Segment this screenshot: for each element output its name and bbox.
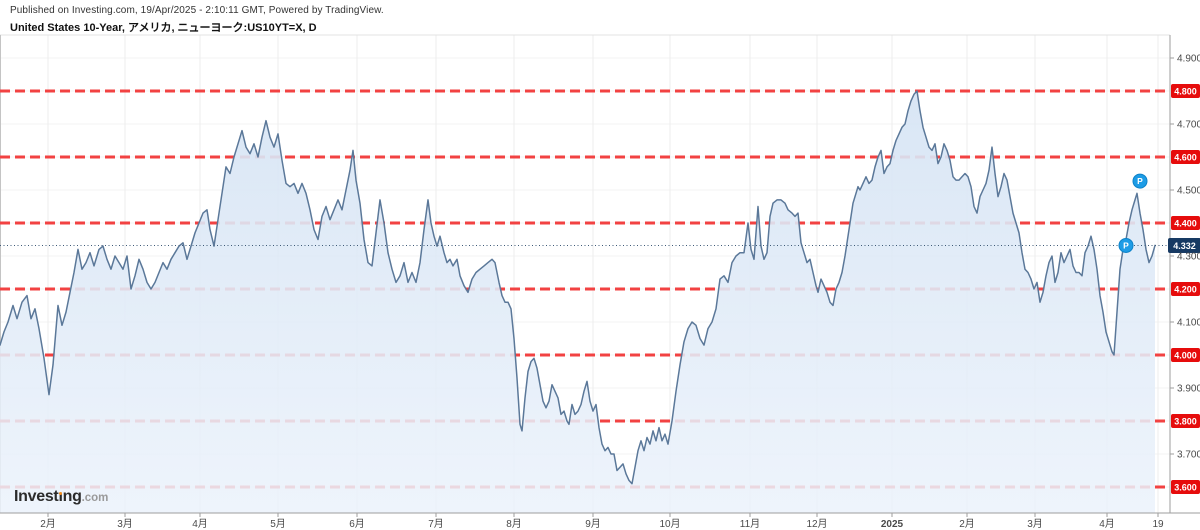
current-price-badge xyxy=(1168,237,1200,253)
x-axis-label: 4月 xyxy=(192,518,208,530)
investing-logo[interactable]: Investıng.com xyxy=(14,488,108,506)
y-axis-label: 3.900 xyxy=(1177,383,1200,394)
y-axis-label: 3.700 xyxy=(1177,449,1200,460)
alert-price-badge-label: 4.200 xyxy=(1174,284,1197,294)
x-axis-label: 4月 xyxy=(1099,518,1115,530)
logo-orange-dot-i: ı xyxy=(58,488,63,505)
alert-price-badge-label: 4.800 xyxy=(1174,87,1197,97)
x-axis-label: 19 xyxy=(1152,519,1164,530)
logo-com-suffix: .com xyxy=(81,492,109,504)
price-alert-marker[interactable]: P xyxy=(1118,237,1134,253)
alert-price-badge[interactable] xyxy=(1171,149,1200,164)
y-axis-label: 4.900 xyxy=(1177,54,1200,65)
price-alert-marker-label: P xyxy=(1137,176,1143,186)
alert-price-badge-label: 4.000 xyxy=(1174,350,1197,360)
y-axis-label: 4.500 xyxy=(1177,185,1200,196)
alert-price-badge[interactable] xyxy=(1171,413,1200,428)
x-axis-label: 6月 xyxy=(349,518,365,530)
x-axis-label: 5月 xyxy=(270,518,286,530)
price-alert-marker-circle xyxy=(1118,237,1134,253)
x-axis-label: 3月 xyxy=(1027,518,1043,530)
x-axis-label: 2月 xyxy=(40,518,56,530)
price-alert-marker[interactable]: P xyxy=(1132,173,1148,189)
logo-text-invest: Invest xyxy=(14,488,59,505)
x-axis-label: 2025 xyxy=(881,519,904,530)
x-axis-label: 10月 xyxy=(659,518,680,530)
price-line xyxy=(0,90,1156,485)
alert-price-badge-label: 3.800 xyxy=(1174,416,1197,426)
current-price-badge-label: 4.332 xyxy=(1173,241,1196,251)
price-alert-marker-circle xyxy=(1132,173,1148,189)
price-alert-marker-label: P xyxy=(1123,240,1129,250)
logo-text: Investıng xyxy=(14,488,82,505)
alert-price-badge[interactable] xyxy=(1171,281,1200,296)
alert-price-badge[interactable] xyxy=(1171,347,1200,362)
chart-header: Published on Investing.com, 19/Apr/2025 … xyxy=(10,5,384,35)
y-axis-label: 4.700 xyxy=(1177,120,1200,131)
y-axis-label: 4.100 xyxy=(1177,317,1200,328)
alert-price-badge-label: 4.600 xyxy=(1174,152,1197,162)
price-area xyxy=(0,91,1155,513)
x-axis-label: 7月 xyxy=(428,518,444,530)
x-axis-label: 12月 xyxy=(806,518,827,530)
x-axis-label: 11月 xyxy=(740,518,760,530)
alert-price-badge-label: 3.600 xyxy=(1174,482,1197,492)
x-axis-label: 2月 xyxy=(959,518,975,530)
alert-price-badge-label: 4.400 xyxy=(1174,218,1197,228)
x-axis-label: 9月 xyxy=(585,518,601,530)
chart-title: United States 10-Year, アメリカ, ニューヨーク:US10… xyxy=(10,22,317,34)
logo-text-ng: ng xyxy=(62,488,82,505)
published-line: Published on Investing.com, 19/Apr/2025 … xyxy=(10,5,384,16)
alert-price-badge[interactable] xyxy=(1171,479,1200,494)
alert-price-badge[interactable] xyxy=(1171,215,1200,230)
x-axis-label: 3月 xyxy=(117,518,133,530)
alert-price-badge[interactable] xyxy=(1171,84,1200,99)
y-axis-label: 4.300 xyxy=(1177,251,1200,262)
x-axis-label: 8月 xyxy=(506,518,522,530)
